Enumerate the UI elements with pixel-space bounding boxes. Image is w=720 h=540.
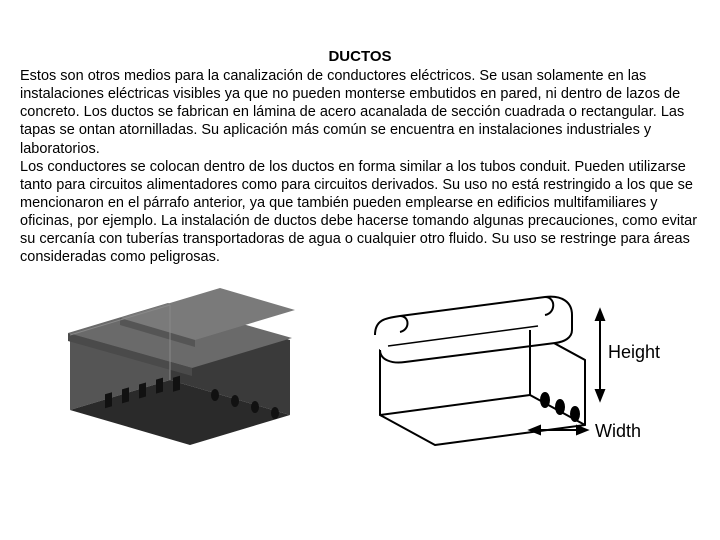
duct-3d-icon (50, 280, 310, 450)
duct-line-drawing: Height Width (350, 280, 670, 450)
duct-dimension-icon: Height Width (350, 280, 670, 450)
body-paragraph-1: Estos son otros medios para la canalizac… (20, 67, 700, 158)
duct-photo-illustration (50, 280, 310, 450)
page-title: DUCTOS (20, 48, 700, 65)
images-row: Height Width (20, 280, 700, 450)
height-label: Height (608, 342, 660, 362)
body-paragraph-2: Los conductores se colocan dentro de los… (20, 158, 700, 267)
width-label: Width (595, 421, 641, 441)
